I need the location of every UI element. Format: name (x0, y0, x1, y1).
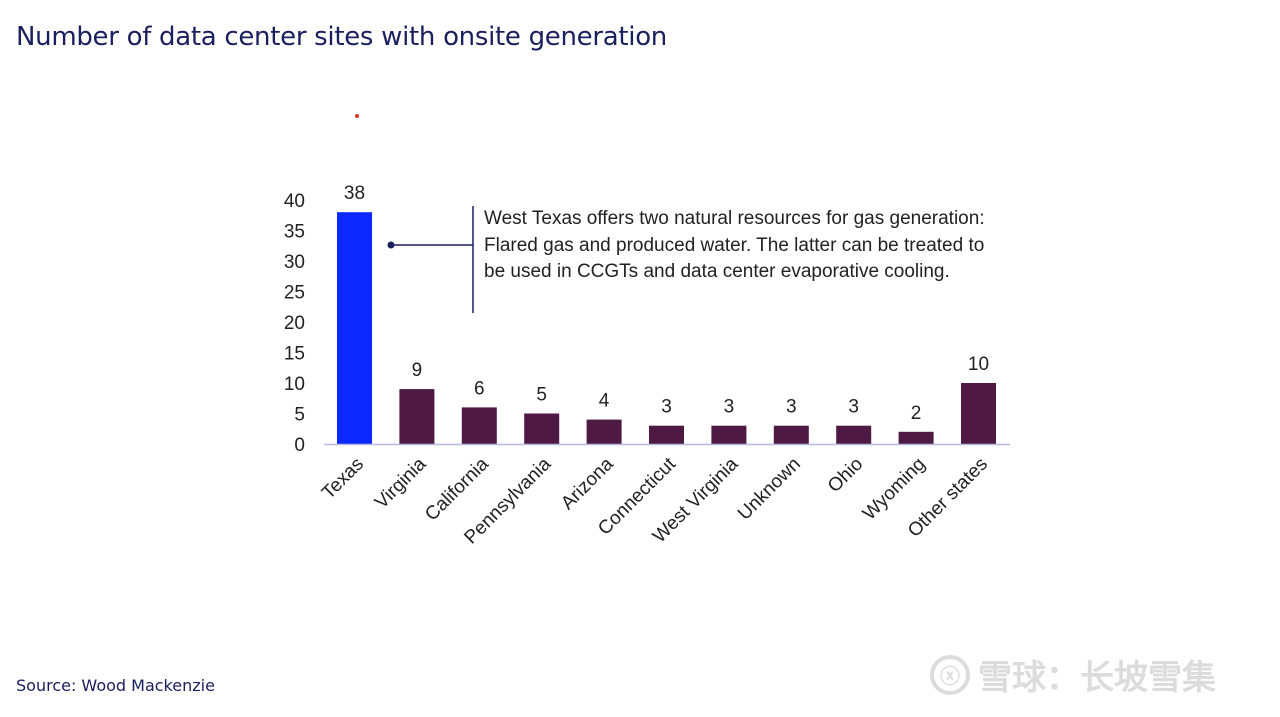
bar-value-label: 3 (786, 397, 797, 418)
annotation-callout (387, 206, 474, 313)
bar-wyoming (898, 431, 934, 444)
bar-value-label: 3 (661, 397, 672, 418)
bar-value-label: 3 (848, 397, 859, 418)
bar-value-label: 4 (599, 391, 610, 412)
category-label: Unknown (734, 454, 805, 525)
category-label: Ohio (824, 454, 867, 497)
y-tick-label: 30 (284, 252, 305, 273)
annotation-leader-dot (387, 241, 395, 249)
y-tick-label: 15 (284, 344, 305, 365)
bar-value-label: 2 (911, 403, 922, 424)
y-tick-label: 0 (294, 435, 305, 456)
red-dot-marker (355, 114, 359, 118)
watermark: ⓧ 雪球：长坡雪集 (930, 650, 1216, 699)
y-tick-label: 20 (284, 313, 305, 334)
bar-arizona (586, 419, 622, 444)
y-tick-label: 5 (294, 405, 305, 426)
category-label: Texas (318, 454, 368, 504)
bar-value-label: 9 (412, 360, 423, 381)
bar-california (461, 407, 497, 444)
category-label: Virginia (371, 453, 431, 513)
bar-connecticut (649, 425, 684, 444)
watermark-text: 雪球：长坡雪集 (978, 658, 1216, 698)
value-labels: 38 9 6 5 4 3 3 3 3 2 10 (344, 183, 989, 424)
bar-value-label: 10 (968, 354, 989, 375)
y-tick-label: 25 (284, 283, 305, 304)
y-tick-label: 40 (284, 191, 305, 212)
bar-texas (337, 212, 372, 444)
bar-west-virginia (711, 425, 747, 444)
bar-value-label: 3 (724, 397, 735, 418)
bar-value-label: 6 (474, 378, 485, 399)
bar-pennsylvania (524, 413, 560, 444)
page-title: Number of data center sites with onsite … (16, 22, 667, 52)
y-tick-label: 35 (284, 222, 305, 243)
source-note: Source: Wood Mackenzie (16, 676, 215, 695)
bars (337, 212, 996, 444)
xueqiu-logo-icon: ⓧ (930, 654, 970, 695)
bar-unknown (773, 425, 809, 444)
bar-ohio (836, 425, 872, 444)
bar-value-label: 5 (536, 385, 547, 406)
y-axis-ticks: 0 5 10 15 20 25 30 35 40 (284, 191, 305, 456)
bar-value-label: 38 (344, 183, 365, 204)
bar-other-states (961, 383, 996, 444)
annotation-text: West Texas offers two natural resources … (484, 208, 985, 282)
y-tick-label: 10 (284, 374, 305, 395)
bar-virginia (399, 389, 435, 444)
category-label: Arizona (557, 453, 618, 514)
